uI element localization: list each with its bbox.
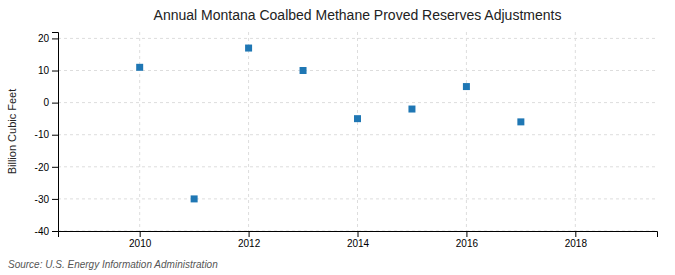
y-grid-line [58,198,657,199]
x-tick: 2010 [129,231,152,249]
y-axis-line [52,33,59,232]
chart: 2010 2012 2014 2016 2018 -40 -30 -20 -10 0 10 20 Ann… [0,0,675,275]
x-grid-line [357,32,358,231]
x-tick-label: 2014 [347,238,370,249]
y-tick-label: -30 [35,194,50,205]
point [245,45,252,52]
x-tick-mark [249,231,250,237]
y-tick-mark [52,199,58,200]
x-tick-mark [466,231,467,237]
x-grid-line [139,32,140,231]
x-tick-mark [358,231,359,237]
x-tick-label: 2012 [238,238,261,249]
y-grid-line [58,102,657,103]
x-grid-line [248,32,249,231]
point [463,83,470,90]
x-tick-label: 2016 [456,238,479,249]
y-tick-label: 0 [43,97,49,108]
x-tick: 2012 [238,231,261,249]
x-tick: 2014 [347,231,370,249]
x-grid-line [466,32,467,231]
x-tick: 2018 [565,231,588,249]
y-tick-mark [52,167,58,168]
point [136,64,143,71]
y-tick-label: -20 [35,162,50,173]
x-tick-label: 2018 [565,238,588,249]
source-note: Source: U.S. Energy Information Administ… [8,259,218,270]
x-grid-line [575,32,576,231]
points [136,45,524,203]
y-tick-label: 10 [38,65,50,76]
point [300,67,307,74]
grid [58,32,657,231]
x-tick-mark [140,231,141,237]
y-tick-mark [52,231,58,232]
plot-area: 2010 2012 2014 2016 2018 -40 -30 -20 -10 0 10 20 [35,32,658,249]
y-axis-title: Billion Cubic Feet [6,89,18,175]
y-tick: 20 [38,33,58,44]
y-tick-mark [52,71,58,72]
y-tick: -20 [35,162,58,173]
y-tick: -40 [35,226,58,237]
x-axis-line [59,232,658,238]
y-tick-label: -40 [35,226,50,237]
y-tick-mark [52,103,58,104]
y-tick: -30 [35,194,58,205]
point [191,195,198,202]
y-tick-label: -10 [35,129,50,140]
x-tick-mark [575,231,576,237]
point [354,115,361,122]
title: Annual Montana Coalbed Methane Proved Re… [154,7,562,23]
x-tick-label: 2010 [129,238,152,249]
x-tick: 2016 [456,231,479,249]
point [517,118,524,125]
y-axis: -40 -30 -20 -10 0 10 20 [35,33,59,237]
y-tick-mark [52,38,58,39]
y-tick: -10 [35,129,58,140]
y-tick: 0 [43,97,58,108]
y-tick-label: 20 [38,33,50,44]
x-axis: 2010 2012 2014 2016 2018 [59,231,658,249]
y-tick: 10 [38,65,58,76]
point [408,106,415,113]
y-tick-mark [52,135,58,136]
